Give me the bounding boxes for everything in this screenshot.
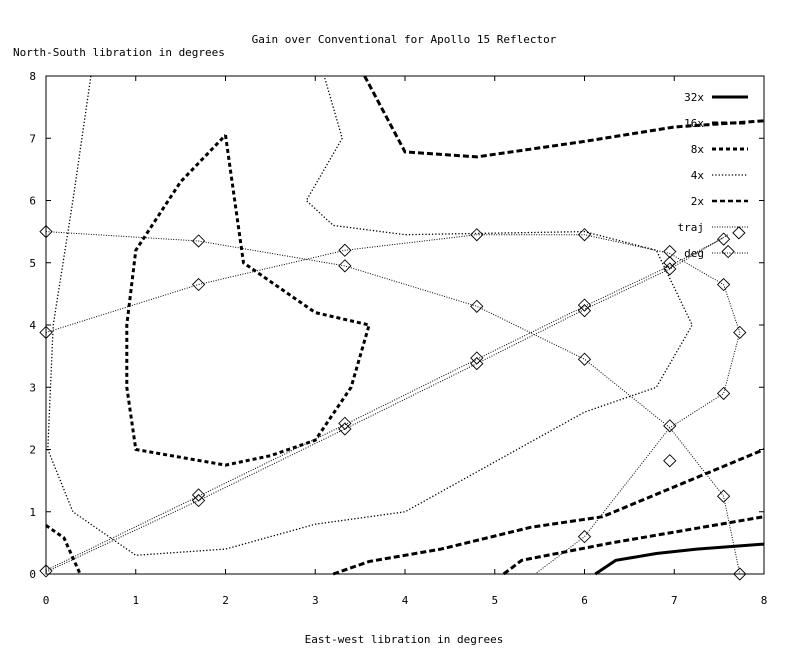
- series-layer: [39, 75, 765, 581]
- x-tick-label: 8: [761, 594, 768, 607]
- data-point-marker: [716, 232, 731, 246]
- data-point-marker: [191, 488, 206, 502]
- legend-label: 16x: [684, 117, 704, 130]
- data-point-marker: [663, 419, 677, 433]
- series-line-8x: [125, 134, 371, 467]
- legend-label: 8x: [691, 143, 705, 156]
- y-tick-label: 5: [29, 257, 36, 270]
- x-tick-label: 2: [222, 594, 229, 607]
- data-point-marker: [663, 244, 677, 259]
- legend: 32x 16x 8x 4x 2x traj deg: [678, 91, 748, 260]
- data-point-marker: [191, 277, 206, 292]
- axis-ticks: 0 1 2 3 4 5 6 7 8 0 1 2 3 4 5 6 7 8: [29, 70, 767, 607]
- series-4x: [47, 75, 693, 556]
- legend-label: 32x: [684, 91, 704, 104]
- x-tick-label: 5: [491, 594, 498, 607]
- series-line-8x: [45, 524, 82, 575]
- legend-label: traj: [678, 221, 705, 234]
- x-axis-label: East-west libration in degrees: [305, 633, 504, 646]
- data-point-marker: [470, 228, 484, 242]
- data-point-marker: [663, 454, 677, 468]
- legend-label: 4x: [691, 169, 705, 182]
- series-8x: [45, 134, 371, 575]
- data-point-marker: [663, 262, 677, 276]
- x-tick-label: 3: [312, 594, 319, 607]
- y-tick-label: 4: [29, 319, 36, 332]
- data-point-marker: [716, 489, 731, 503]
- data-point-marker: [716, 386, 731, 401]
- series-32x: [594, 542, 765, 576]
- y-axis-label: North-South libration in degrees: [13, 46, 225, 59]
- x-tick-label: 6: [581, 594, 588, 607]
- data-point-marker: [577, 304, 592, 318]
- y-tick-label: 7: [29, 132, 36, 145]
- data-point-marker: [338, 243, 352, 257]
- y-tick-label: 6: [29, 195, 36, 208]
- legend-label: 2x: [691, 195, 705, 208]
- x-tick-label: 0: [43, 594, 50, 607]
- chart-title: Gain over Conventional for Apollo 15 Ref…: [252, 33, 557, 46]
- series-line-traj: [45, 234, 741, 575]
- data-point-marker: [338, 416, 352, 430]
- series-line-traj: [45, 234, 729, 573]
- legend-label: deg: [684, 247, 704, 260]
- data-point-marker: [716, 277, 731, 292]
- data-point-marker: [338, 259, 352, 273]
- y-tick-label: 0: [29, 568, 36, 581]
- series-line-4x: [47, 75, 693, 556]
- data-point-marker: [577, 352, 592, 366]
- series-line-traj: [45, 231, 741, 575]
- data-point-marker: [733, 567, 747, 581]
- data-point-marker: [733, 325, 747, 340]
- data-point-marker: [470, 356, 484, 371]
- y-tick-label: 2: [29, 444, 36, 457]
- data-point-marker: [191, 234, 206, 248]
- data-point-marker: [721, 244, 735, 259]
- series-line-32x: [594, 542, 765, 576]
- x-tick-label: 4: [402, 594, 409, 607]
- data-point-marker: [663, 256, 677, 270]
- data-point-marker: [577, 298, 592, 312]
- series-line-16x: [332, 448, 765, 576]
- data-point-marker: [191, 493, 206, 508]
- data-point-marker: [577, 228, 592, 242]
- y-tick-label: 3: [29, 381, 36, 394]
- series-line-traj: [45, 237, 724, 571]
- data-point-marker: [39, 224, 53, 239]
- x-tick-label: 7: [671, 594, 678, 607]
- data-point-marker: [39, 325, 53, 340]
- series-16x: [332, 75, 765, 576]
- data-point-marker: [732, 226, 746, 240]
- data-point-marker: [39, 564, 53, 578]
- series-line-16x: [363, 75, 765, 159]
- data-point-marker: [577, 530, 592, 544]
- data-point-marker: [338, 422, 352, 436]
- data-point-marker: [470, 299, 484, 313]
- x-tick-label: 1: [132, 594, 139, 607]
- data-point-marker: [470, 351, 484, 365]
- y-tick-label: 8: [29, 70, 36, 83]
- series-line-16x: [502, 515, 765, 576]
- y-tick-label: 1: [29, 506, 36, 519]
- series-traj: [39, 224, 747, 581]
